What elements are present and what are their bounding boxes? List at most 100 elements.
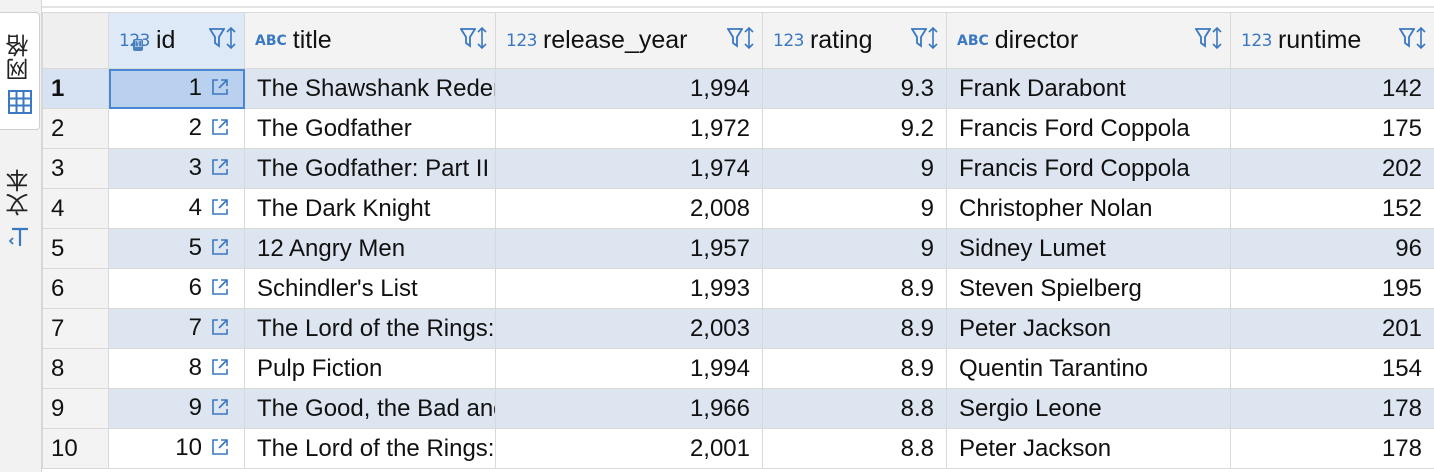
cell-release-year[interactable]: 1,957 (495, 228, 763, 269)
cell-rating[interactable]: 8.8 (762, 388, 947, 429)
open-link-icon[interactable] (210, 396, 230, 424)
cell-id[interactable]: 6 (108, 268, 245, 309)
row-number[interactable]: 4 (42, 188, 109, 229)
cell-rating[interactable]: 8.9 (762, 348, 947, 389)
cell-title[interactable]: Schindler's List (244, 268, 496, 309)
cell-title[interactable]: The Good, the Bad and the Ugly (244, 388, 496, 429)
open-link-icon[interactable] (210, 236, 230, 264)
row-number[interactable]: 3 (42, 148, 109, 189)
row-number[interactable]: 2 (42, 108, 109, 149)
filter-icon[interactable] (910, 27, 928, 54)
cell-id[interactable]: 9 (108, 388, 245, 429)
cell-id[interactable]: 5 (108, 228, 245, 269)
cell-rating[interactable]: 9 (762, 228, 947, 269)
row-number[interactable]: 1 (42, 68, 109, 109)
cell-title[interactable]: The Lord of the Rings: The Return of the… (244, 308, 496, 349)
cell-id[interactable]: 4 (108, 188, 245, 229)
filter-icon[interactable] (726, 27, 744, 54)
cell-director[interactable]: Frank Darabont (946, 68, 1231, 109)
cell-title[interactable]: The Godfather (244, 108, 496, 149)
cell-title[interactable]: The Shawshank Redemption (244, 68, 496, 109)
table-row[interactable]: 1 1 The Shawshank Redemption 1,994 9.3 F… (42, 68, 1434, 109)
cell-runtime[interactable]: 202 (1230, 148, 1434, 189)
sort-icon[interactable] (1212, 26, 1222, 55)
sort-icon[interactable] (1416, 26, 1426, 55)
cell-director[interactable]: Francis Ford Coppola (946, 108, 1231, 149)
cell-director[interactable]: Peter Jackson (946, 308, 1231, 349)
open-link-icon[interactable] (210, 276, 230, 304)
cell-release-year[interactable]: 1,966 (495, 388, 763, 429)
row-number[interactable]: 6 (42, 268, 109, 309)
cell-runtime[interactable]: 154 (1230, 348, 1434, 389)
sort-icon[interactable] (226, 26, 236, 55)
column-header-runtime[interactable]: 123 runtime (1230, 12, 1434, 69)
table-row[interactable]: 6 6 Schindler's List 1,993 8.9 Steven Sp… (42, 268, 1434, 309)
cell-rating[interactable]: 9 (762, 148, 947, 189)
cell-release-year[interactable]: 1,972 (495, 108, 763, 149)
cell-rating[interactable]: 8.8 (762, 428, 947, 469)
cell-runtime[interactable]: 152 (1230, 188, 1434, 229)
column-header-title[interactable]: ABC title (244, 12, 496, 69)
cell-runtime[interactable]: 175 (1230, 108, 1434, 149)
filter-icon[interactable] (459, 27, 477, 54)
cell-title[interactable]: 12 Angry Men (244, 228, 496, 269)
open-link-icon[interactable] (210, 156, 230, 184)
cell-rating[interactable]: 8.9 (762, 268, 947, 309)
filter-icon[interactable] (208, 27, 226, 54)
table-row[interactable]: 3 3 The Godfather: Part II 1,974 9 Franc… (42, 148, 1434, 189)
cell-rating[interactable]: 9 (762, 188, 947, 229)
cell-director[interactable]: Francis Ford Coppola (946, 148, 1231, 189)
table-row[interactable]: 5 5 12 Angry Men 1,957 9 Sidney Lumet 96 (42, 228, 1434, 269)
filter-icon[interactable] (1194, 27, 1212, 54)
cell-runtime[interactable]: 195 (1230, 268, 1434, 309)
cell-release-year[interactable]: 2,001 (495, 428, 763, 469)
cell-rating[interactable]: 9.3 (762, 68, 947, 109)
cell-rating[interactable]: 8.9 (762, 308, 947, 349)
tab-text[interactable]: 文本 (0, 160, 40, 260)
sort-icon[interactable] (744, 26, 754, 55)
cell-release-year[interactable]: 1,994 (495, 68, 763, 109)
tab-grid[interactable]: 网格 (0, 12, 40, 130)
open-link-icon[interactable] (210, 196, 230, 224)
sort-icon[interactable] (477, 26, 487, 55)
table-row[interactable]: 2 2 The Godfather 1,972 9.2 Francis Ford… (42, 108, 1434, 149)
table-row[interactable]: 10 10 The Lord of the Rings: The Fellows… (42, 428, 1434, 469)
cell-release-year[interactable]: 2,003 (495, 308, 763, 349)
select-all-corner[interactable] (42, 12, 109, 69)
column-header-director[interactable]: ABC director (946, 12, 1231, 69)
cell-runtime[interactable]: 178 (1230, 428, 1434, 469)
column-header-release-year[interactable]: 123 release_year (495, 12, 763, 69)
cell-release-year[interactable]: 2,008 (495, 188, 763, 229)
table-row[interactable]: 8 8 Pulp Fiction 1,994 8.9 Quentin Taran… (42, 348, 1434, 389)
cell-director[interactable]: Peter Jackson (946, 428, 1231, 469)
cell-title[interactable]: The Godfather: Part II (244, 148, 496, 189)
table-row[interactable]: 4 4 The Dark Knight 2,008 9 Christopher … (42, 188, 1434, 229)
cell-id[interactable]: 2 (108, 108, 245, 149)
cell-runtime[interactable]: 142 (1230, 68, 1434, 109)
open-link-icon[interactable] (210, 116, 230, 144)
cell-director[interactable]: Christopher Nolan (946, 188, 1231, 229)
cell-id[interactable]: 8 (108, 348, 245, 389)
row-number[interactable]: 9 (42, 388, 109, 429)
cell-director[interactable]: Quentin Tarantino (946, 348, 1231, 389)
row-number[interactable]: 7 (42, 308, 109, 349)
cell-rating[interactable]: 9.2 (762, 108, 947, 149)
cell-director[interactable]: Sergio Leone (946, 388, 1231, 429)
filter-icon[interactable] (1398, 27, 1416, 54)
cell-id[interactable]: 1 (108, 68, 245, 109)
row-number[interactable]: 5 (42, 228, 109, 269)
cell-title[interactable]: Pulp Fiction (244, 348, 496, 389)
cell-release-year[interactable]: 1,994 (495, 348, 763, 389)
table-row[interactable]: 7 7 The Lord of the Rings: The Return of… (42, 308, 1434, 349)
cell-director[interactable]: Sidney Lumet (946, 228, 1231, 269)
open-link-icon[interactable] (210, 436, 230, 464)
cell-id[interactable]: 7 (108, 308, 245, 349)
cell-title[interactable]: The Lord of the Rings: The Fellowship of… (244, 428, 496, 469)
sort-icon[interactable] (928, 26, 938, 55)
cell-director[interactable]: Steven Spielberg (946, 268, 1231, 309)
cell-id[interactable]: 10 (108, 428, 245, 469)
cell-runtime[interactable]: 178 (1230, 388, 1434, 429)
column-header-id[interactable]: 123⚿ id (108, 12, 245, 69)
table-row[interactable]: 9 9 The Good, the Bad and the Ugly 1,966… (42, 388, 1434, 429)
open-link-icon[interactable] (210, 356, 230, 384)
